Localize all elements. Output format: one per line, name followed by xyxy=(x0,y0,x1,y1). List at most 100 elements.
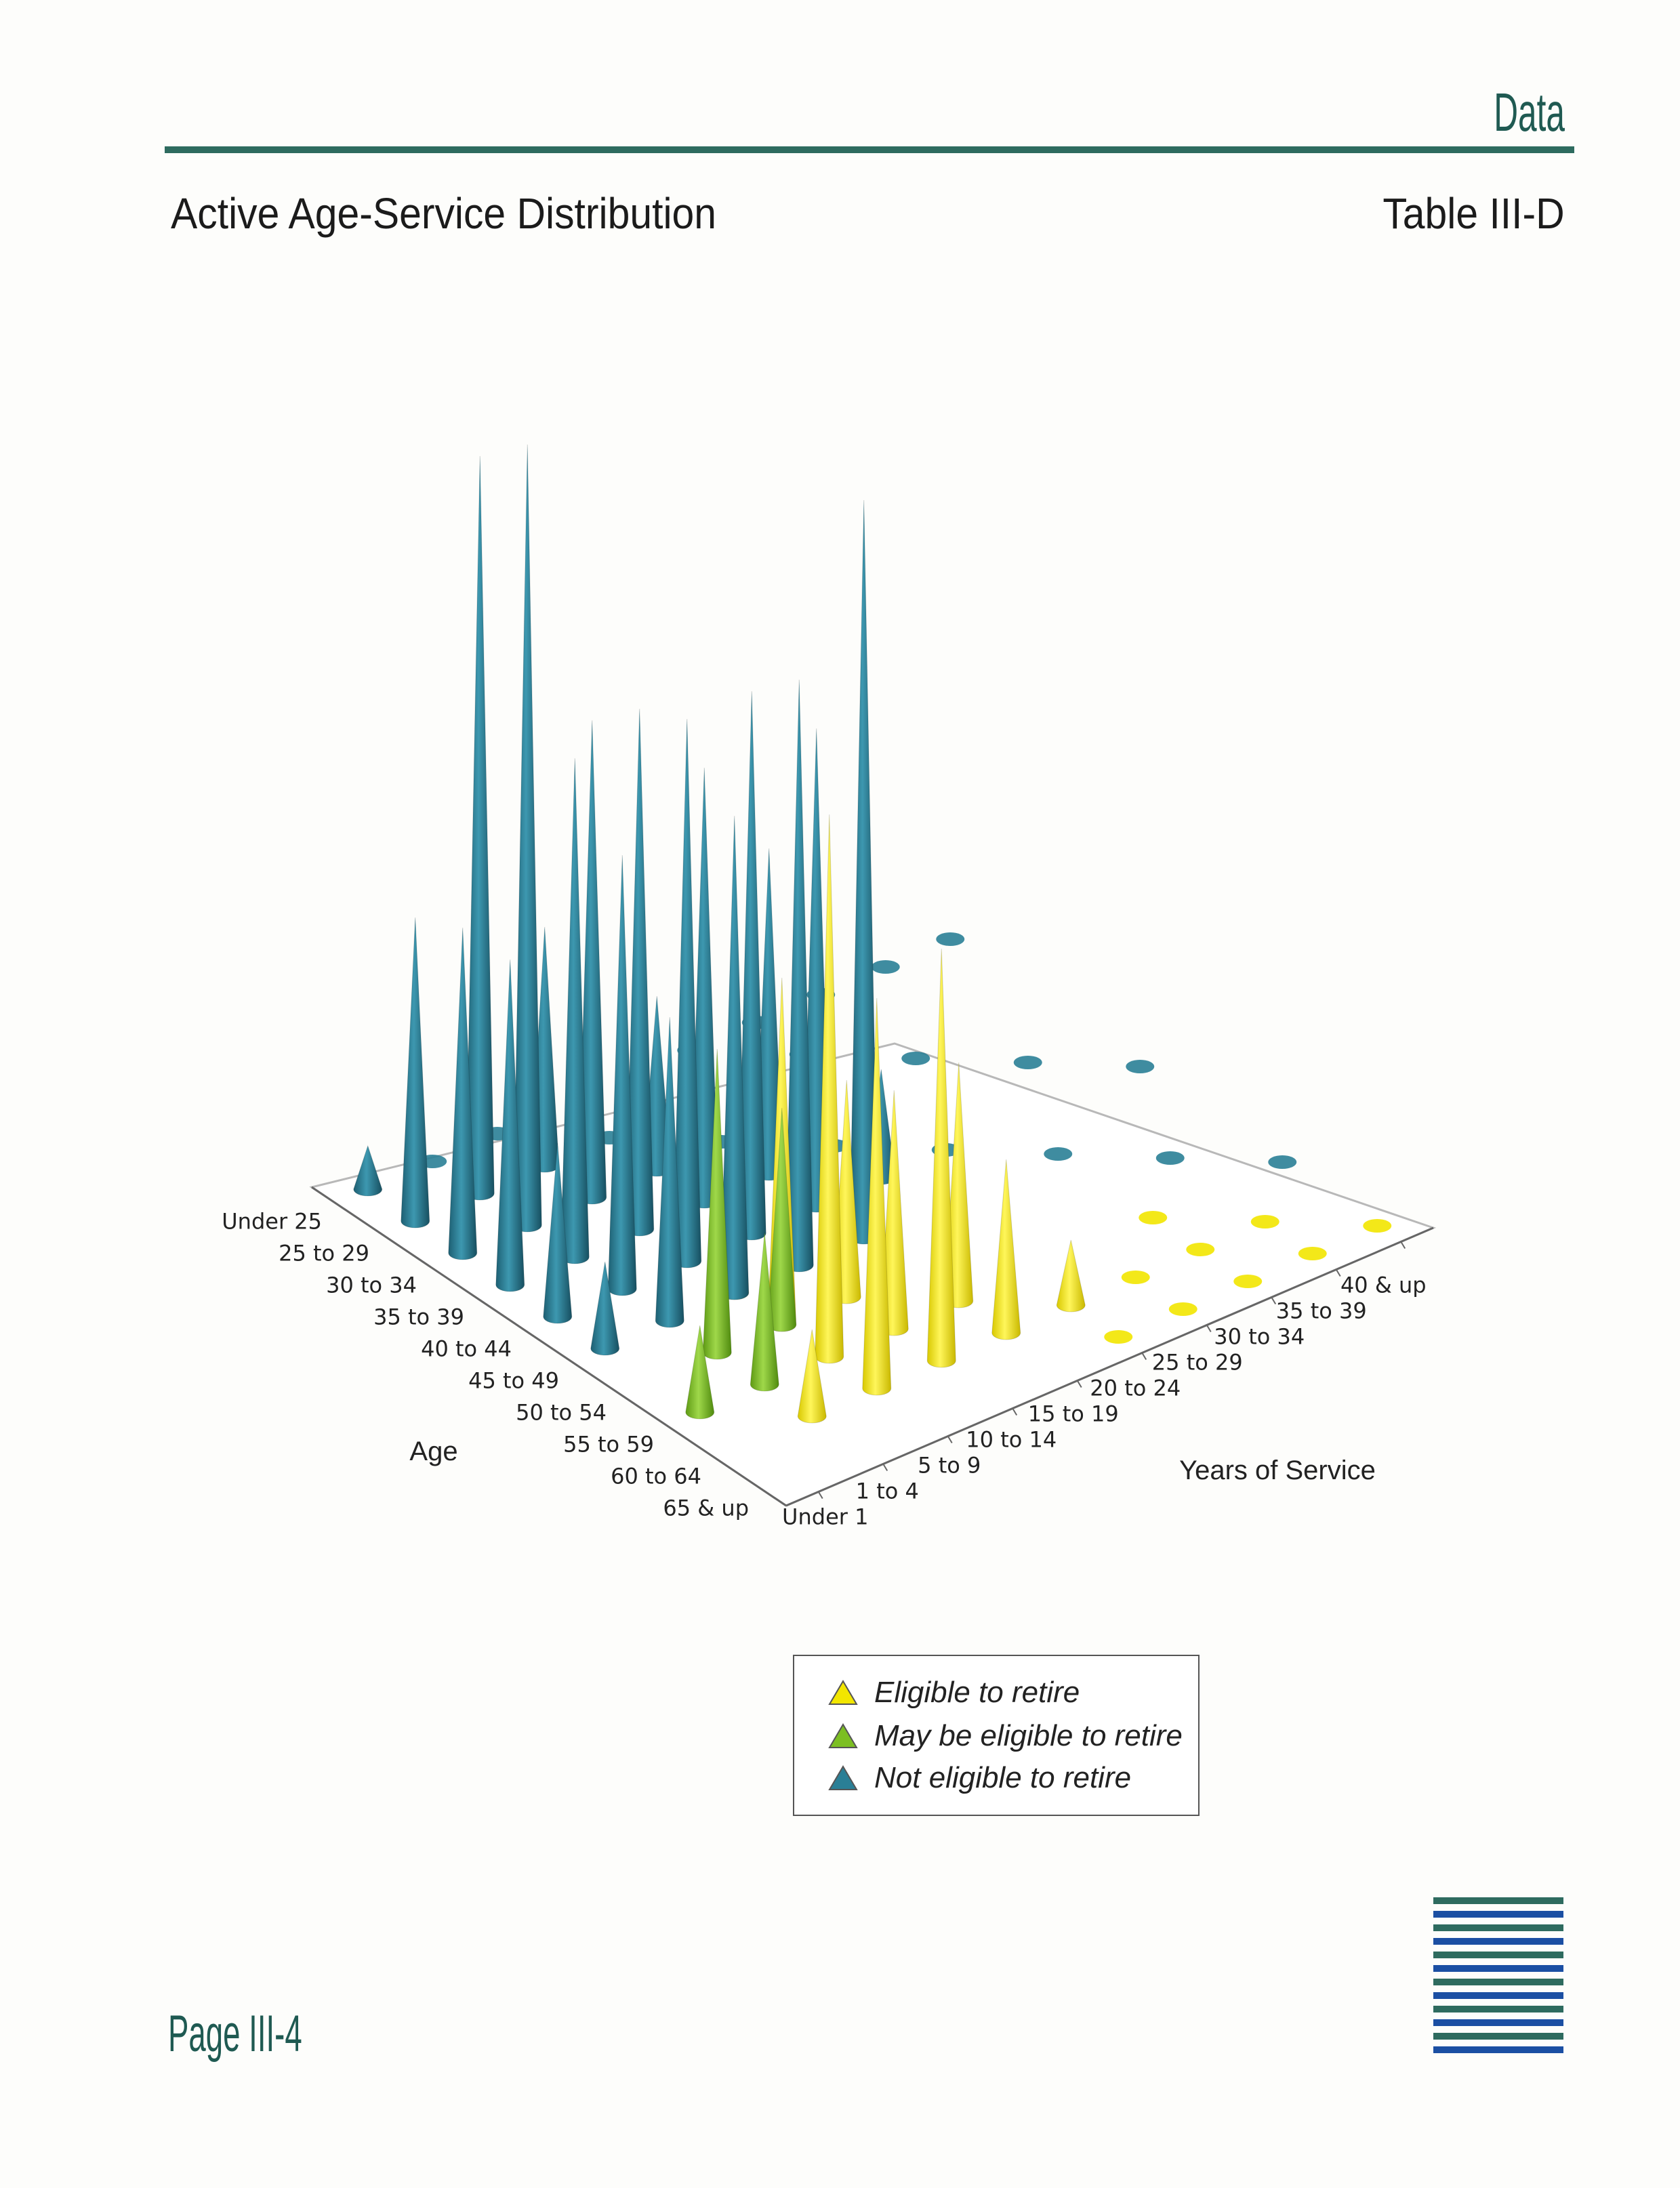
age-tick-label: 30 to 34 xyxy=(326,1273,417,1298)
floor-dot-mark xyxy=(1104,1330,1133,1344)
legend-item-not-eligible: Not eligible to retire xyxy=(828,1759,1131,1797)
floor-dot-mark xyxy=(1155,1151,1185,1165)
age-tick-label: 45 to 49 xyxy=(468,1368,559,1394)
service-tick-label: 40 & up xyxy=(1340,1273,1427,1298)
age-tick xyxy=(335,1202,343,1209)
age-tick-label: Under 25 xyxy=(222,1209,322,1235)
service-tick xyxy=(1076,1380,1082,1388)
legend-label: Eligible to retire xyxy=(874,1676,1080,1709)
service-tick xyxy=(947,1435,953,1444)
service-axis-line xyxy=(785,1226,1434,1507)
cone-mark xyxy=(401,917,430,1229)
y-axis-label: Age xyxy=(409,1437,457,1466)
cone-mark xyxy=(797,1329,827,1424)
cone-mark xyxy=(862,997,892,1396)
age-tick xyxy=(667,1425,675,1432)
age-tick-label: 35 to 39 xyxy=(373,1304,464,1330)
logo-stripe xyxy=(1433,2033,1563,2040)
service-tick xyxy=(1335,1268,1341,1277)
logo-stripe xyxy=(1433,1924,1563,1931)
legend-item-eligible: Eligible to retire xyxy=(828,1674,1080,1712)
floor-dot-mark xyxy=(1186,1243,1215,1256)
floor-dot-mark xyxy=(1363,1219,1392,1233)
floor-dot-mark xyxy=(1013,1056,1042,1069)
cone-mark xyxy=(512,444,542,1233)
age-tick xyxy=(525,1329,533,1336)
header-divider xyxy=(165,146,1574,153)
age-tick xyxy=(382,1234,390,1241)
tick-labels: Under 25 25 to 29 30 to 34 35 to 39 40 to 44… xyxy=(222,1209,1426,1530)
floor-dot-mark xyxy=(1139,1211,1168,1224)
service-tick-label: 5 to 9 xyxy=(918,1453,981,1479)
service-tick xyxy=(1400,1241,1406,1250)
age-tick-label: 50 to 54 xyxy=(516,1400,607,1426)
chart-axes xyxy=(311,1186,1434,1507)
age-tick-label: 40 to 44 xyxy=(421,1336,512,1362)
age-tick xyxy=(714,1457,722,1464)
logo-stripe xyxy=(1433,1897,1563,1904)
company-logo xyxy=(1433,1897,1563,2053)
page-number: Page III-4 xyxy=(168,2005,302,2063)
logo-stripe xyxy=(1433,2046,1563,2053)
section-label: Data xyxy=(1494,82,1565,142)
page-title: Active Age-Service Distribution xyxy=(171,189,717,238)
age-tick-label: 25 to 29 xyxy=(279,1241,369,1266)
logo-stripe xyxy=(1433,2006,1563,2012)
age-tick xyxy=(477,1298,485,1304)
service-tick xyxy=(1012,1407,1018,1416)
logo-stripe xyxy=(1433,1965,1563,1972)
age-tick-label: 65 & up xyxy=(663,1495,749,1521)
logo-stripe xyxy=(1433,1938,1563,1945)
service-tick xyxy=(1206,1324,1212,1333)
age-tick xyxy=(572,1361,580,1368)
floor-dot-mark xyxy=(871,960,900,974)
age-tick xyxy=(430,1266,438,1273)
floor-dot-mark xyxy=(1233,1275,1263,1288)
cone-mark xyxy=(495,959,525,1292)
logo-stripe xyxy=(1433,1979,1563,1985)
service-tick xyxy=(882,1463,888,1472)
age-axis-line xyxy=(311,1186,787,1507)
age-tick-label: 55 to 59 xyxy=(563,1432,654,1458)
cone-mark xyxy=(590,1261,620,1356)
floor-dot-mark xyxy=(1250,1215,1279,1229)
service-tick-label: Under 1 xyxy=(782,1504,868,1530)
floor-dot-mark xyxy=(901,1052,930,1065)
floor-dot-mark xyxy=(1298,1247,1327,1260)
cone-mark xyxy=(926,948,956,1368)
cone-mark xyxy=(1056,1239,1086,1313)
x-axis-label: Years of Service xyxy=(1179,1456,1376,1485)
age-tick-label: 60 to 64 xyxy=(611,1464,701,1489)
service-tick-label: 35 to 39 xyxy=(1276,1298,1367,1324)
cone-mark xyxy=(543,1142,573,1324)
cone-mark xyxy=(750,1232,779,1392)
service-tick-label: 10 to 14 xyxy=(966,1427,1057,1453)
floor-dot-mark xyxy=(1121,1271,1150,1284)
service-tick xyxy=(817,1491,823,1500)
floor-dot-mark xyxy=(1268,1155,1297,1169)
cone-mark xyxy=(655,1016,684,1328)
service-tick-label: 25 to 29 xyxy=(1152,1350,1243,1376)
cone-marks xyxy=(353,444,1392,1424)
triangle-icon xyxy=(828,1765,858,1790)
triangle-icon xyxy=(828,1723,858,1748)
chart-legend: Eligible to retire May be eligible to re… xyxy=(793,1655,1200,1816)
age-tick xyxy=(762,1489,770,1495)
cone-mark xyxy=(991,1159,1021,1340)
cone-mark xyxy=(685,1325,715,1420)
cone-mark xyxy=(353,1144,383,1197)
service-tick-label: 20 to 24 xyxy=(1090,1376,1181,1401)
logo-stripe xyxy=(1433,1992,1563,1999)
age-tick xyxy=(619,1393,628,1400)
legend-label: Not eligible to retire xyxy=(874,1761,1132,1794)
logo-stripe xyxy=(1433,1911,1563,1918)
cone-mark xyxy=(448,927,478,1260)
triangle-icon xyxy=(828,1680,858,1705)
service-tick-label: 1 to 4 xyxy=(856,1479,919,1504)
legend-label: May be eligible to retire xyxy=(874,1719,1183,1752)
service-tick-label: 15 to 19 xyxy=(1028,1401,1119,1427)
floor-dot-mark xyxy=(936,932,965,946)
floor-dot-mark xyxy=(1044,1147,1073,1161)
floor-dot-mark xyxy=(1126,1060,1155,1073)
